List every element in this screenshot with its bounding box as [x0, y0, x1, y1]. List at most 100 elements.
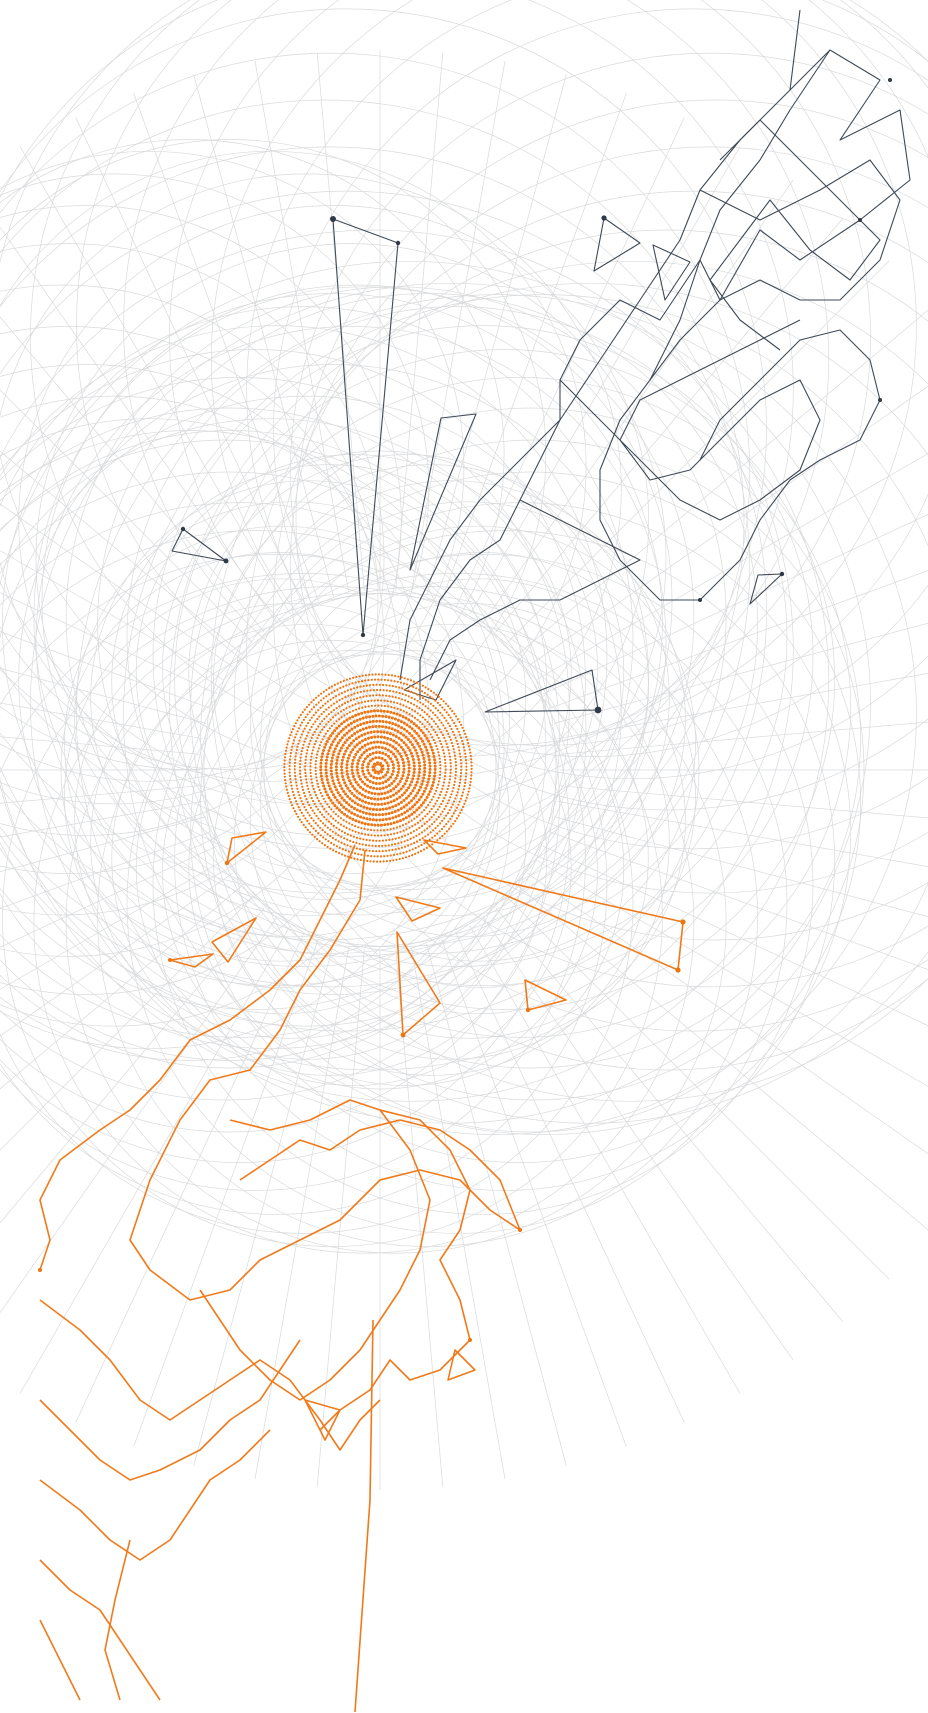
core-dot [464, 775, 468, 778]
core-dot [365, 684, 368, 687]
core-dot [412, 703, 416, 706]
grid-ray [0, 885, 243, 1090]
core-dot [403, 840, 406, 843]
core-dot [390, 706, 393, 709]
core-dot [288, 761, 291, 764]
core-dot [339, 686, 342, 690]
core-dot [436, 734, 439, 737]
core-dot [454, 770, 457, 774]
core-dot [347, 809, 351, 813]
core-dot [348, 753, 351, 757]
core-dot [339, 803, 343, 807]
core-dot [368, 817, 372, 821]
core-dot [309, 758, 312, 762]
core-dot [375, 850, 378, 853]
core-dot [394, 755, 397, 759]
core-dot [427, 707, 430, 710]
core-dot [452, 822, 455, 825]
core-dot [426, 751, 430, 755]
core-dot [309, 771, 312, 775]
core-dot [420, 811, 423, 814]
core-dot [442, 784, 445, 787]
core-dot [357, 702, 360, 705]
dark-shard [749, 573, 783, 605]
core-dot [297, 806, 300, 809]
core-dot [329, 798, 333, 802]
core-dot [335, 726, 339, 730]
core-dot [362, 838, 365, 841]
core-dot [315, 776, 318, 779]
core-dot [372, 860, 375, 863]
core-dot [415, 828, 418, 831]
core-dot [362, 848, 365, 852]
core-dot [310, 797, 313, 800]
core-dot [433, 771, 437, 775]
core-dot [312, 787, 315, 791]
core-dot [457, 746, 460, 749]
grid-circle [233, 623, 670, 1060]
core-dot [395, 797, 399, 801]
core-dot [400, 812, 404, 816]
core-dot [394, 723, 398, 727]
core-dot [402, 770, 406, 774]
core-dot [425, 728, 428, 731]
core-dot [425, 846, 428, 850]
core-dot [440, 827, 444, 831]
core-dot [354, 713, 358, 717]
core-dot [305, 706, 308, 709]
core-dot [402, 767, 406, 771]
core-dot [470, 767, 473, 771]
grid-ray [542, 845, 928, 1026]
grid-circle [0, 284, 379, 916]
core-dot [289, 752, 292, 755]
core-dot [441, 714, 444, 717]
core-dot [407, 786, 411, 790]
core-dot [360, 753, 364, 757]
core-dot [343, 741, 347, 744]
core-dot [311, 784, 314, 787]
core-dot [402, 682, 406, 685]
core-dot [380, 802, 384, 806]
core-dot [357, 759, 361, 762]
core-dot [366, 778, 369, 782]
core-dot [438, 837, 441, 840]
core-dot [334, 832, 337, 835]
core-dot [316, 717, 319, 721]
grid-ray [0, 736, 201, 755]
core-dot [324, 768, 328, 772]
grid-circle [0, 205, 402, 836]
core-dot [299, 759, 302, 762]
core-dot [355, 847, 358, 850]
core-dot [427, 774, 431, 778]
core-dot [373, 834, 376, 837]
core-dot [385, 742, 389, 746]
core-dot [366, 710, 370, 714]
core-dot [407, 821, 410, 824]
core-dot [356, 858, 359, 861]
core-dot [345, 738, 349, 742]
core-dot [363, 743, 367, 747]
core-dot [319, 706, 322, 710]
core-dot [431, 736, 434, 739]
core-dot [416, 718, 419, 721]
core-dot [291, 804, 294, 807]
core-dot [325, 715, 328, 718]
core-dot [443, 817, 446, 820]
core-dot [345, 826, 348, 830]
core-dot [426, 693, 429, 696]
grid-ray [75, 932, 305, 1423]
grid-ray [441, 93, 627, 602]
core-dot [368, 673, 371, 676]
core-dot [362, 760, 366, 764]
core-dot [405, 723, 409, 727]
core-dot [360, 701, 363, 704]
grid-circle [74, 501, 510, 938]
core-dot [416, 821, 419, 824]
core-dot [392, 821, 396, 825]
grid-circle [250, 501, 686, 938]
core-dot [464, 778, 467, 781]
grid-circle [295, 99, 928, 941]
core-dot [417, 744, 421, 748]
core-dot [288, 771, 291, 774]
grid-ray [495, 218, 844, 633]
